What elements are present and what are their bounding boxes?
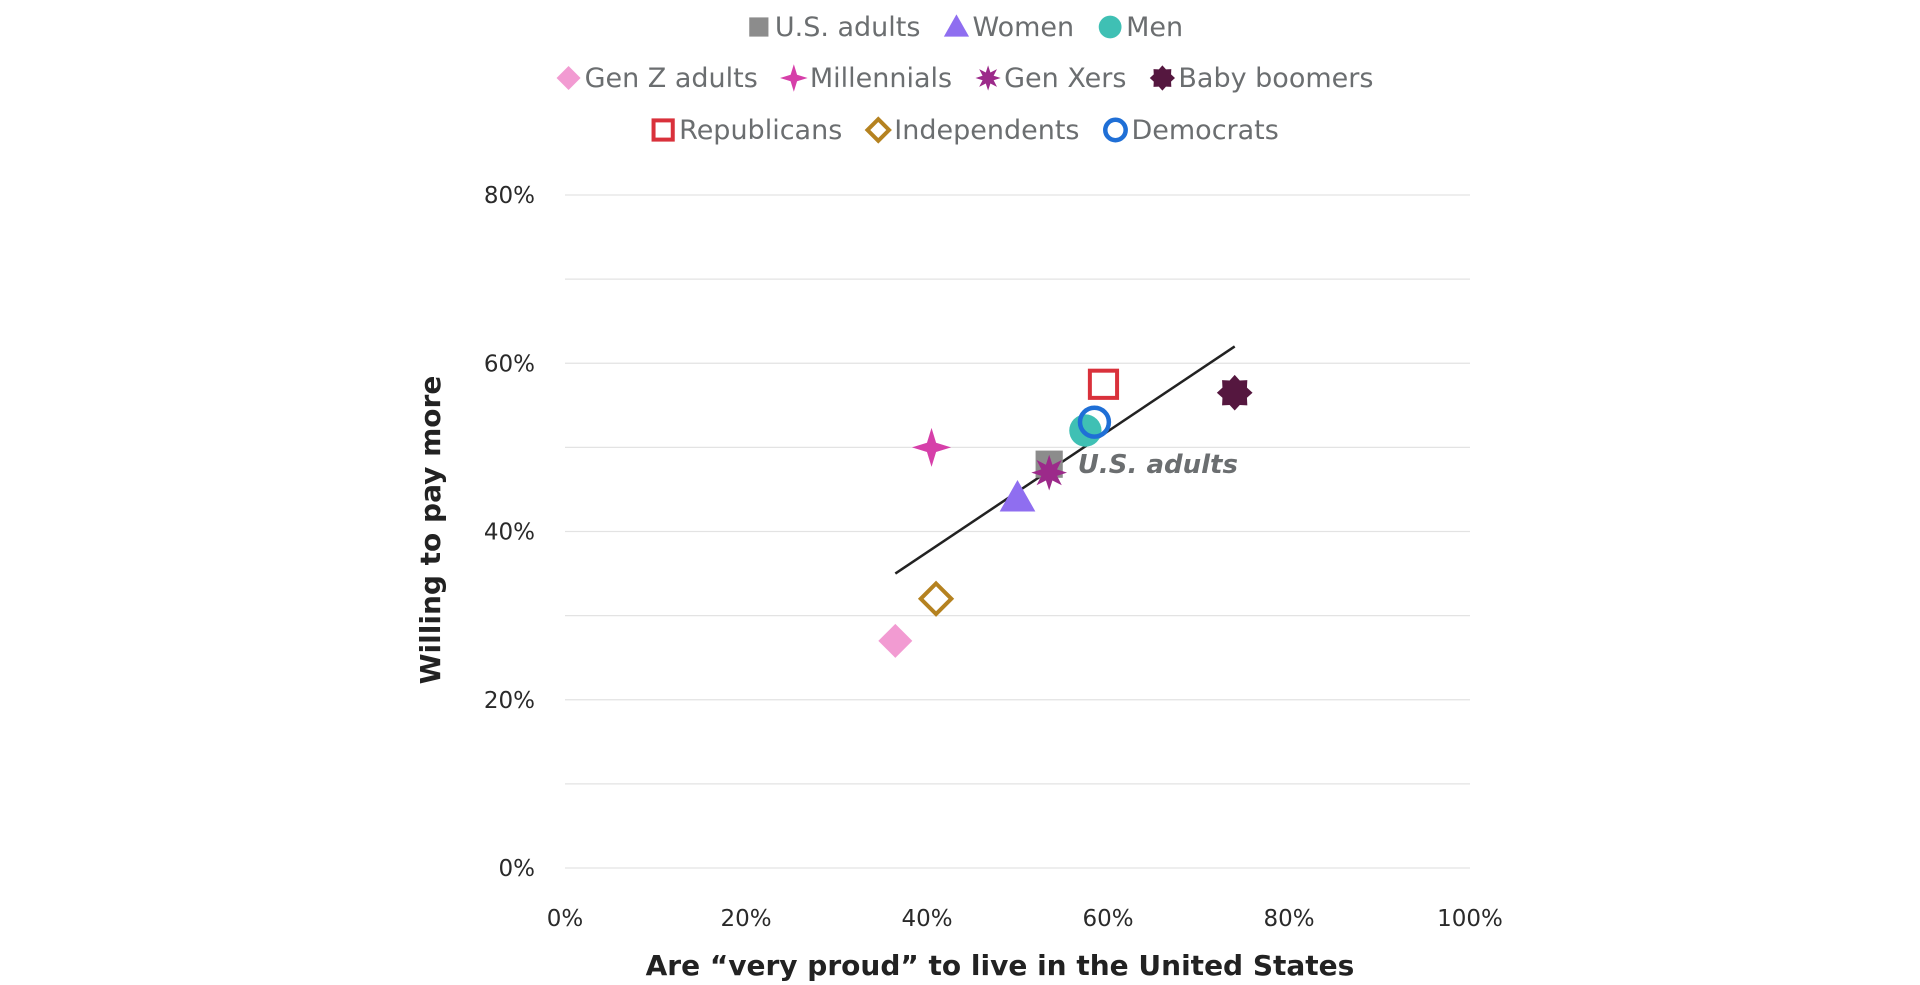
point-gen-z-adults <box>878 623 913 658</box>
trend-line-group <box>894 345 1236 575</box>
point-baby-boomers <box>1216 374 1253 411</box>
point-millennials <box>911 427 952 467</box>
x-tick-label: 80% <box>1263 906 1314 932</box>
point-gen-xers <box>1031 454 1068 491</box>
x-tick-label: 40% <box>901 906 952 932</box>
chart-legend: U.S. adults Women Men Gen Z adults Millennia… <box>556 12 1373 146</box>
point-women <box>999 480 1036 512</box>
legend-label-gen-z-adults: Gen Z adults <box>585 63 758 94</box>
point-independents <box>917 580 955 617</box>
legend-label-baby-boomers: Baby boomers <box>1178 63 1373 94</box>
legend-label-gen-xers: Gen Xers <box>1004 63 1126 94</box>
x-tick-label: 100% <box>1437 906 1503 932</box>
x-axis-title: Are “very proud” to live in the United S… <box>646 949 1355 982</box>
y-tick-label: 0% <box>499 856 536 882</box>
y-tick-label: 80% <box>484 183 535 209</box>
legend-marker-women <box>943 14 970 37</box>
legend-marker-gen-xers <box>975 65 1001 91</box>
data-points <box>878 368 1253 658</box>
y-tick-label: 20% <box>484 688 535 714</box>
legend-label-women: Women <box>972 12 1074 43</box>
legend-label-republicans: Republicans <box>679 115 842 146</box>
y-tick-label: 40% <box>484 520 535 546</box>
legend-marker-democrats <box>1103 117 1128 143</box>
y-tick-label: 60% <box>484 351 535 377</box>
legend-label-men: Men <box>1126 12 1183 43</box>
legend-marker-gen-z-adults <box>556 66 581 90</box>
legend-label-u-s-adults: U.S. adults <box>775 12 921 43</box>
legend-marker-u-s-adults <box>749 17 769 37</box>
legend-marker-independents <box>864 116 892 144</box>
point-republicans <box>1087 368 1120 400</box>
x-axis-ticks: 0% 20% 40% 60% 80% 100% <box>547 906 1503 932</box>
annotation-label: U.S. adults <box>1078 450 1238 480</box>
y-axis-title: Willing to pay more <box>414 376 447 685</box>
legend-marker-republicans <box>651 118 675 142</box>
legend-marker-millennials <box>780 64 808 92</box>
annotations: U.S. adults <box>1078 450 1238 480</box>
legend-label-millennials: Millennials <box>810 63 952 94</box>
x-tick-label: 20% <box>720 906 771 932</box>
legend-marker-baby-boomers <box>1149 65 1175 91</box>
x-tick-label: 60% <box>1082 906 1133 932</box>
trend-line <box>894 345 1236 575</box>
legend-label-democrats: Democrats <box>1131 115 1278 146</box>
legend-label-independents: Independents <box>894 115 1079 146</box>
y-axis-ticks: 0% 20% 40% 60% 80% <box>484 183 535 882</box>
x-tick-label: 0% <box>547 906 584 932</box>
legend-marker-men <box>1098 15 1122 39</box>
gridlines <box>565 194 1470 869</box>
point-democrats <box>1077 405 1112 439</box>
